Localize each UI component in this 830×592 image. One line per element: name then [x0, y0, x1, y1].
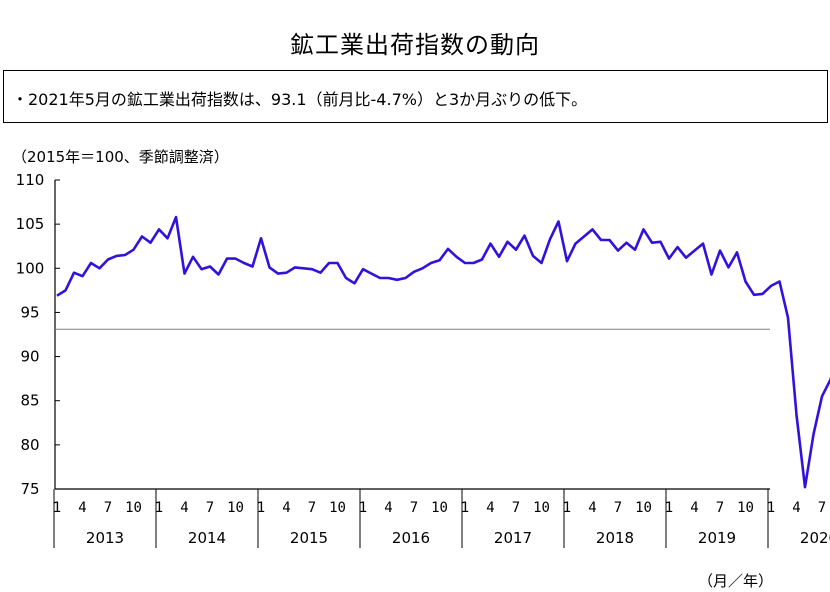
month-tick-label: 10: [737, 500, 754, 516]
summary-text: ・2021年5月の鉱工業出荷指数は、93.1（前月比-4.7%）と3か月ぶりの低…: [12, 90, 588, 109]
year-label: 2017: [494, 529, 532, 547]
month-tick-label: 1: [359, 500, 367, 516]
month-tick-label: 10: [431, 500, 448, 516]
year-label: 2015: [290, 529, 328, 547]
month-tick-label: 10: [227, 500, 244, 516]
month-tick-label: 7: [410, 500, 418, 516]
y-tick-label: 95: [20, 303, 39, 321]
month-tick-label: 7: [104, 500, 112, 516]
month-tick-label: 4: [384, 500, 392, 516]
year-label: 2016: [392, 529, 430, 547]
month-tick-label: 1: [767, 500, 775, 516]
series-line: [56, 215, 830, 489]
month-tick-label: 10: [635, 500, 652, 516]
month-tick-label: 10: [125, 500, 142, 516]
page-title: 鉱工業出荷指数の動向: [290, 31, 540, 59]
month-tick-label: 4: [282, 500, 290, 516]
month-tick-label: 10: [329, 500, 346, 516]
month-tick-label: 4: [180, 500, 188, 516]
x-axis-unit-label: （月／年）: [698, 572, 774, 590]
month-tick-label: 7: [716, 500, 724, 516]
year-label: 2019: [698, 529, 736, 547]
month-tick-label: 4: [486, 500, 494, 516]
month-tick-label: 7: [308, 500, 316, 516]
month-tick-label: 7: [206, 500, 214, 516]
month-tick-label: 1: [257, 500, 265, 516]
year-label: 2014: [188, 529, 226, 547]
month-tick-label: 1: [665, 500, 673, 516]
month-tick-label: 1: [461, 500, 469, 516]
y-tick-label: 90: [20, 348, 39, 366]
month-tick-label: 1: [53, 500, 61, 516]
year-label: 2013: [86, 529, 124, 547]
month-tick-label: 4: [588, 500, 596, 516]
y-tick-label: 80: [20, 436, 39, 454]
summary-box: ・2021年5月の鉱工業出荷指数は、93.1（前月比-4.7%）と3か月ぶりの低…: [3, 70, 828, 123]
year-label: 2018: [596, 529, 634, 547]
y-tick-label: 110: [16, 171, 45, 189]
month-tick-label: 4: [792, 500, 800, 516]
month-tick-label: 7: [614, 500, 622, 516]
month-tick-label: 10: [533, 500, 550, 516]
y-axis-unit-label: （2015年＝100、季節調整済）: [12, 148, 229, 166]
month-tick-label: 7: [512, 500, 520, 516]
month-tick-label: 4: [78, 500, 86, 516]
month-tick-label: 7: [818, 500, 826, 516]
y-tick-label: 105: [16, 215, 45, 233]
month-tick-label: 4: [690, 500, 698, 516]
month-tick-label: 1: [563, 500, 571, 516]
y-tick-label: 85: [20, 392, 39, 410]
y-tick-label: 100: [16, 259, 45, 277]
year-label: 2020: [800, 529, 830, 547]
month-tick-label: 1: [155, 500, 163, 516]
y-tick-label: 75: [20, 480, 39, 498]
